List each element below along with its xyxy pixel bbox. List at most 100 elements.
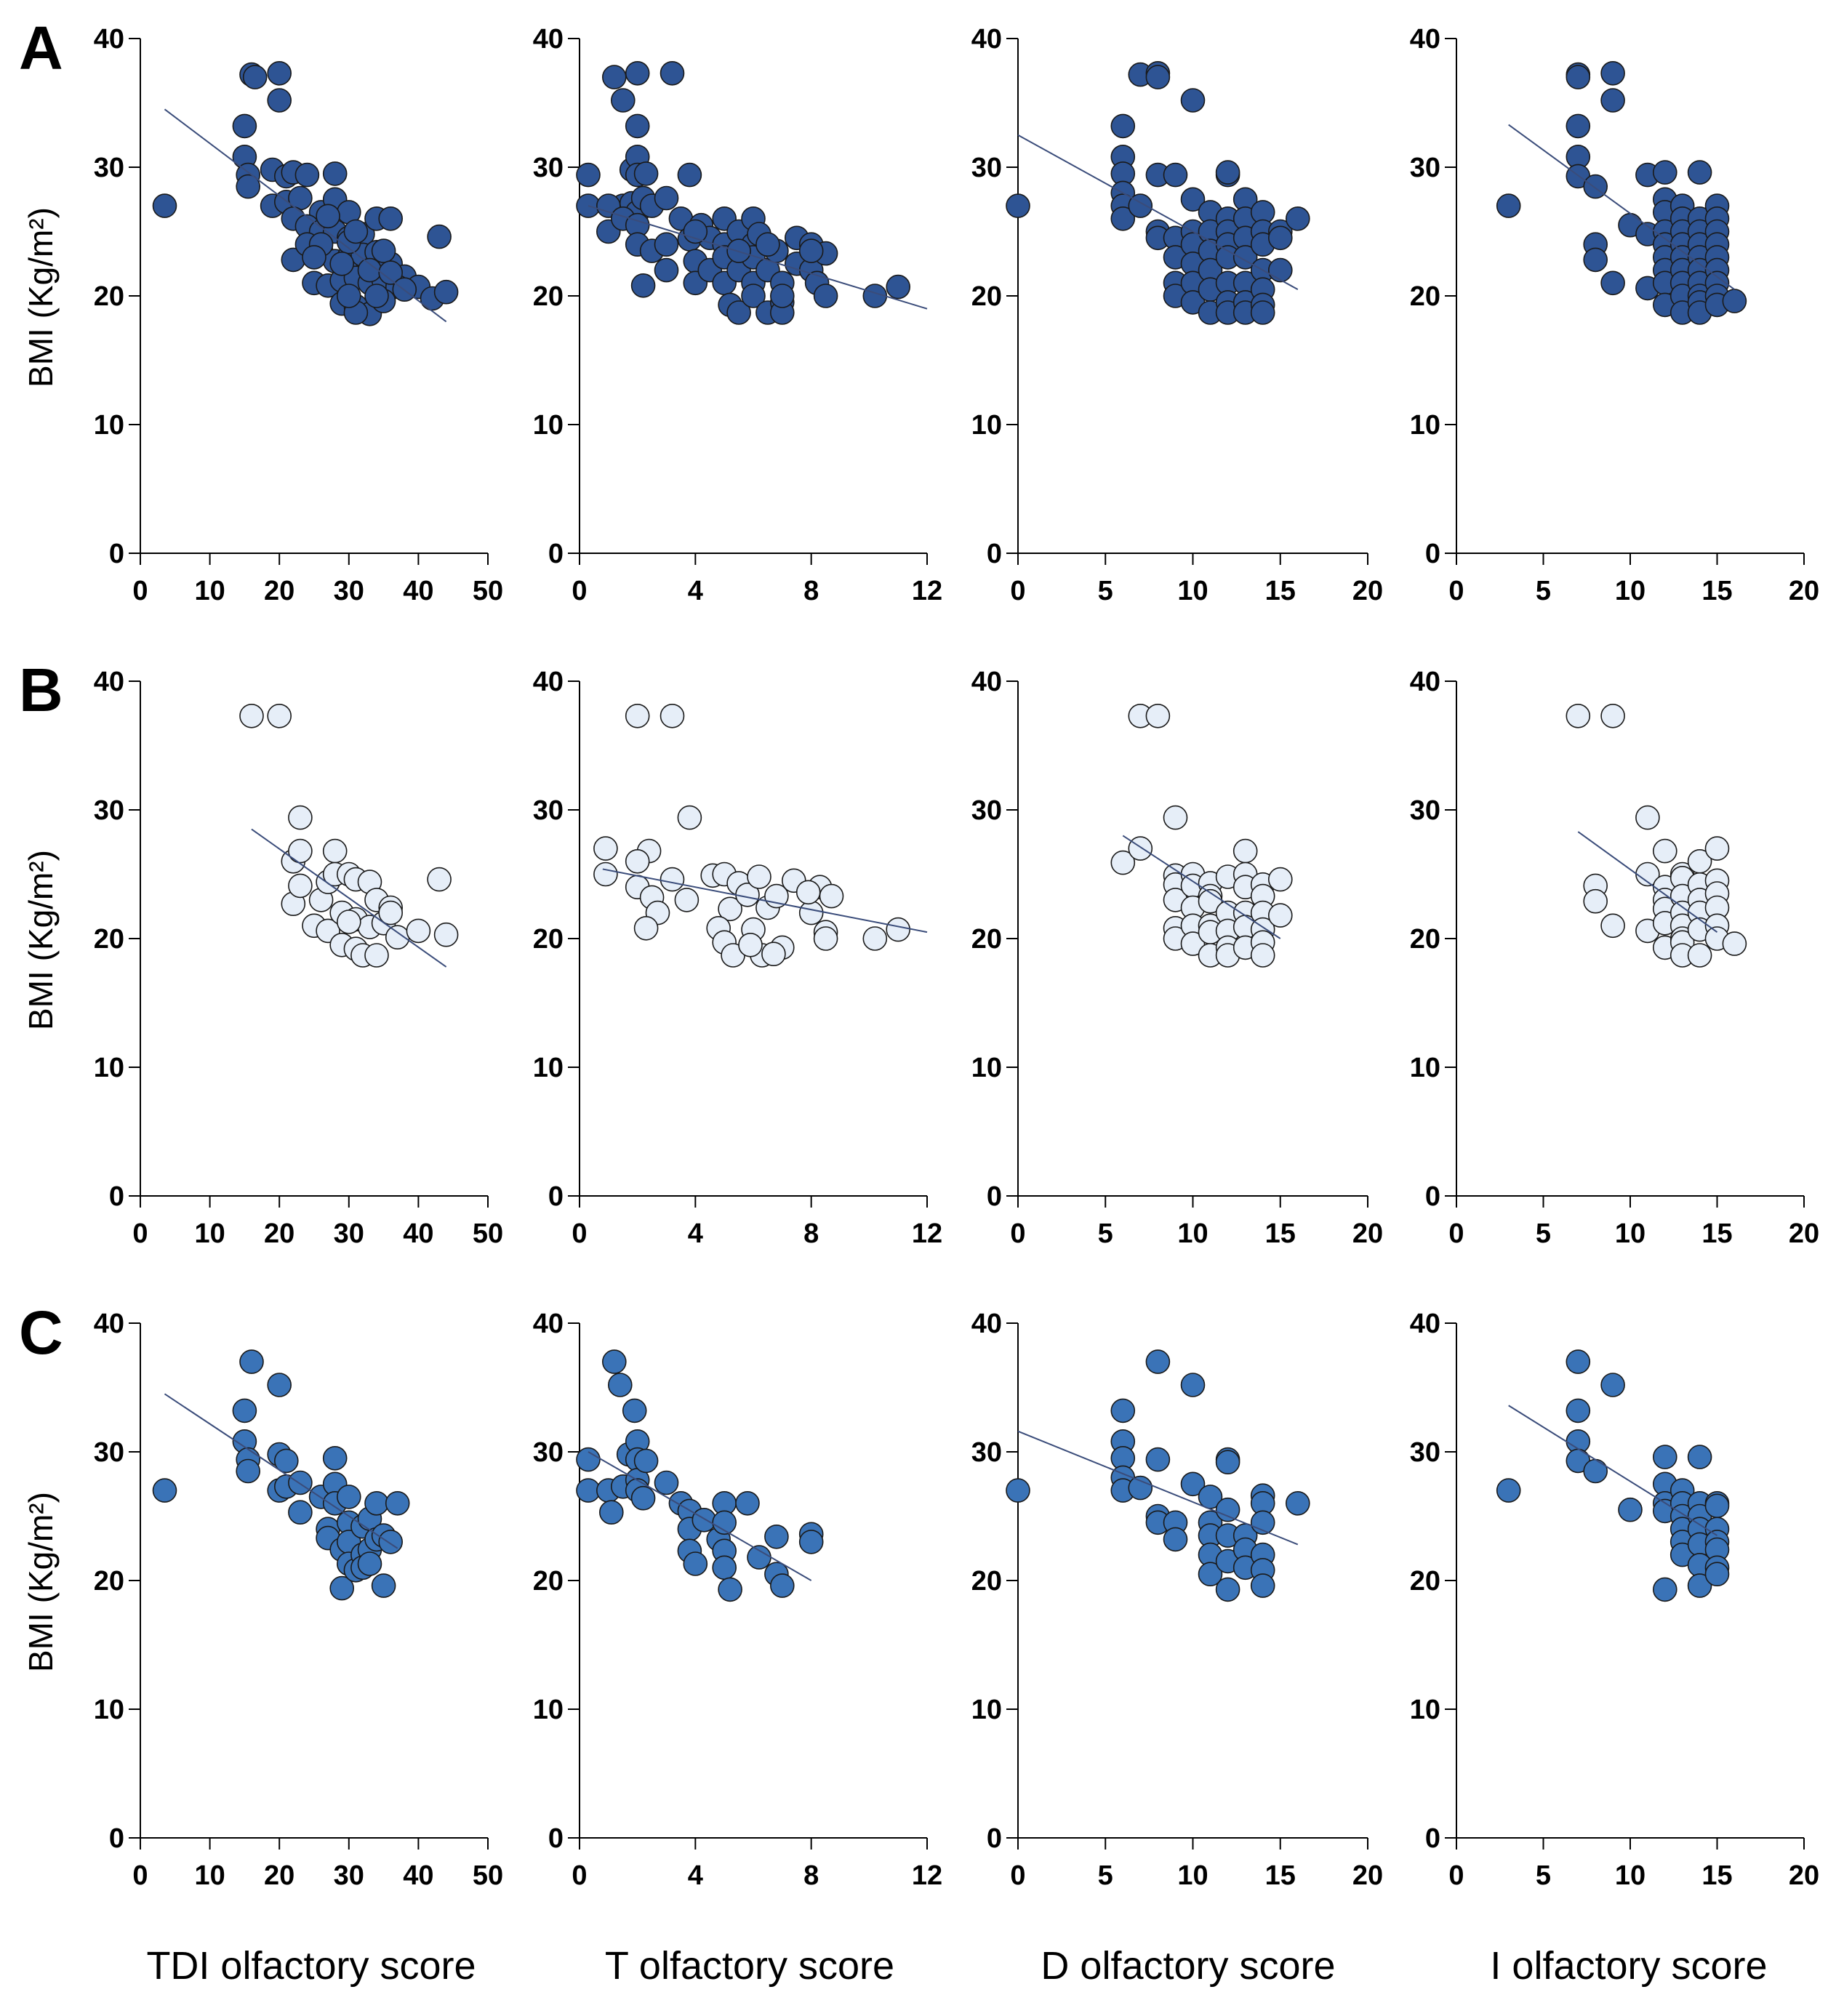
x-tick-label: 20 [1789,1860,1819,1891]
y-tick-label: 30 [533,795,564,826]
data-point [242,65,268,89]
data-point [433,922,459,947]
y-tick-label: 40 [1410,667,1440,697]
data-point [610,88,636,113]
data-point [741,284,766,308]
regression-line [602,868,928,933]
regression-line [1508,124,1735,290]
data-point [1268,903,1293,928]
x-tick-label: 20 [1789,576,1819,606]
y-tick-label: 10 [971,1053,1002,1083]
data-point [1583,1458,1608,1484]
y-tick-label: 20 [94,1566,124,1597]
data-point [712,1510,737,1535]
subplot-b-2: 0 10 20 30 40 0 4 8 12 [533,667,942,1249]
data-point [152,1478,177,1503]
data-point [378,900,404,925]
y-tick-label: 40 [971,1309,1002,1339]
x-tick-label: 20 [264,1860,294,1891]
y-tick-label: 10 [94,1053,124,1083]
data-point [1704,1562,1730,1586]
data-point [1687,160,1712,185]
y-axis-label-a: BMI (Kg/m²) [22,207,60,387]
subplot-c-1: 0 10 20 30 40 0 10 20 30 40 50 [94,1309,503,1891]
x-tick-label: 20 [264,1218,294,1249]
data-point [288,1500,313,1525]
x-tick-label: 4 [688,1860,703,1891]
x-axis-label-tdi: TDI olfactory score [146,1944,476,1988]
y-tick-label: 30 [1410,1437,1440,1468]
x-tick-label: 40 [403,1218,433,1249]
subplot-c-4: 0 10 20 30 40 0 5 10 15 20 [1410,1309,1819,1891]
data-point [1163,1527,1188,1552]
y-tick-label: 10 [1410,1053,1440,1083]
data-point [1566,703,1591,728]
y-tick-label: 0 [1425,1181,1440,1212]
subplot-b-1: 0 10 20 30 40 0 10 20 30 40 50 [94,667,503,1249]
data-point [1704,1493,1730,1519]
panel-label-b: B [19,656,63,724]
x-tick-label: 50 [473,1218,503,1249]
data-point [1180,187,1206,212]
subplot-a-1: 0 10 20 30 40 0 10 20 30 40 50 [94,24,503,606]
data-point [654,257,679,283]
data-point [660,867,685,892]
data-point [1600,61,1625,86]
data-point [267,88,292,113]
data-point [236,174,261,199]
x-tick-label: 20 [1352,1860,1383,1891]
y-tick-label: 30 [94,1437,124,1468]
data-point [267,703,292,728]
x-tick-label: 0 [1010,1860,1025,1891]
x-tick-label: 50 [473,576,503,606]
subplot-b-3: 0 10 20 30 40 0 5 10 15 20 [971,667,1383,1249]
data-point [1006,1478,1030,1503]
y-tick-label: 10 [533,410,564,441]
subplot-c-3: 0 10 20 30 40 0 5 10 15 20 [971,1309,1383,1891]
data-point [747,1545,771,1570]
data-point [798,1530,824,1554]
data-point [677,162,702,188]
data-point [288,805,313,830]
x-tick-label: 15 [1265,1860,1296,1891]
data-point [1653,1577,1677,1602]
regression-line [164,108,447,323]
y-tick-label: 40 [1410,24,1440,55]
y-tick-label: 20 [533,924,564,955]
x-tick-label: 10 [1177,1218,1208,1249]
regression-line [251,828,447,968]
panel-label-a: A [19,14,63,82]
regression-line [1577,831,1718,933]
y-tick-label: 30 [94,153,124,183]
y-tick-label: 30 [971,795,1002,826]
subplot-a-3: 0 10 20 30 40 0 5 10 15 20 [971,24,1383,606]
regression-line [1122,835,1281,939]
data-point [1635,805,1660,830]
data-point [683,1551,708,1576]
subplot-a-2: 0 10 20 30 40 0 4 8 12 [533,24,942,606]
y-tick-label: 20 [1410,924,1440,955]
data-point [239,1349,264,1374]
data-point [576,162,601,188]
data-point [819,883,844,909]
data-point [336,1485,361,1509]
y-tick-label: 0 [109,1823,124,1854]
subplot-c-2: 0 10 20 30 40 0 4 8 12 [533,1309,942,1891]
data-point [294,162,320,188]
y-axis-label-b: BMI (Kg/m²) [22,850,60,1030]
x-tick-label: 30 [334,576,364,606]
data-point [1653,838,1677,864]
x-tick-label: 12 [912,1218,942,1249]
x-tick-label: 5 [1098,1860,1113,1891]
x-tick-label: 5 [1536,576,1551,606]
y-tick-label: 10 [533,1053,564,1083]
y-tick-label: 40 [94,667,124,697]
data-point [1145,65,1171,89]
x-tick-label: 0 [1448,1860,1464,1891]
data-point [601,65,627,89]
x-tick-label: 0 [572,1218,587,1249]
x-axis-label-d: D olfactory score [1041,1944,1335,1988]
data-point [1583,888,1608,914]
data-point [764,1525,789,1549]
